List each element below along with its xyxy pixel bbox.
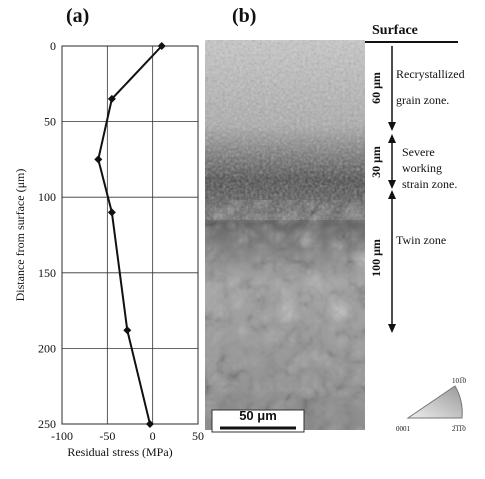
panel-b-label: (b) <box>232 5 256 27</box>
data-point <box>157 42 166 50</box>
ipf-triangle <box>406 385 463 419</box>
micrograph <box>205 40 365 433</box>
x-axis-label: Residual stress (MPa) <box>67 445 172 459</box>
x-tick-label: -100 <box>51 429 73 443</box>
zone-label: Recrystallized <box>396 67 465 81</box>
zone-label: grain zone. <box>396 93 449 107</box>
surface-label: Surface <box>372 23 418 38</box>
y-tick-label: 100 <box>38 190 56 204</box>
y-axis-label: Distance from surface (μm) <box>13 169 27 302</box>
zone-label: Twin zone <box>396 233 446 247</box>
data-point <box>94 155 103 164</box>
x-tick-label: 50 <box>192 429 204 443</box>
y-tick-label: 50 <box>44 115 56 129</box>
data-point <box>145 420 154 428</box>
panel-a-label: (a) <box>66 5 89 27</box>
zone-label: working <box>402 161 442 175</box>
x-tick-label: 0 <box>150 429 156 443</box>
zone-label: Severe <box>402 145 435 159</box>
plot-frame <box>61 45 199 425</box>
ipf-label: 0001 <box>396 425 411 433</box>
zone-depth: 100 μm <box>369 239 383 277</box>
data-line <box>97 45 163 425</box>
data-point <box>123 326 132 335</box>
ipf-label: 2̅1̅1̅0 <box>452 425 466 433</box>
zone-depth: 60 μm <box>369 72 383 104</box>
x-tick-label: -50 <box>99 429 115 443</box>
zone-depth: 30 μm <box>369 146 383 178</box>
y-tick-label: 200 <box>38 341 56 355</box>
y-tick-label: 0 <box>50 39 56 53</box>
zone-arrows <box>388 46 396 333</box>
zone-label: strain zone. <box>402 177 457 191</box>
y-tick-label: 150 <box>38 266 56 280</box>
data-point <box>107 94 116 103</box>
y-tick-label: 250 <box>38 417 56 431</box>
ipf-label: 101̅0 <box>452 377 467 385</box>
data-point <box>107 208 116 217</box>
scale-bar-label: 50 μm <box>239 408 277 423</box>
